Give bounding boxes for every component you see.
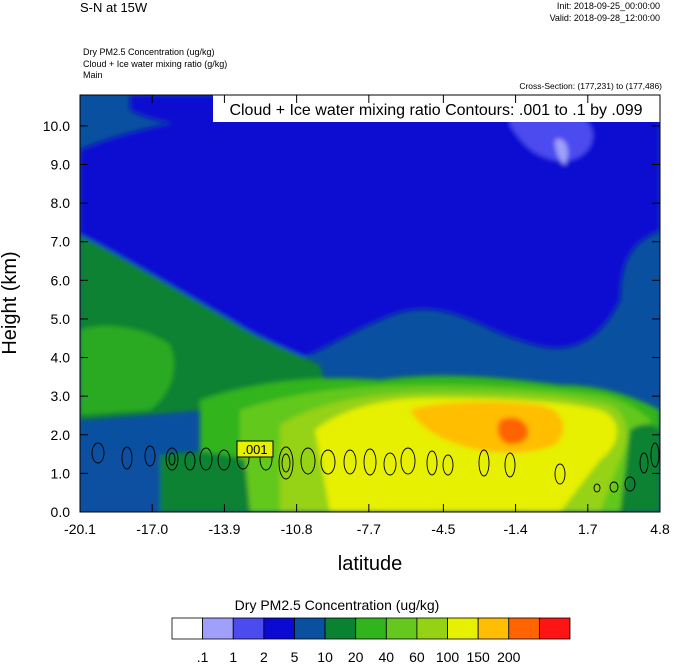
y-tick-label: 5.0 bbox=[51, 311, 71, 327]
colorbar-swatch bbox=[416, 617, 448, 640]
colorbar-label: 200 bbox=[497, 649, 521, 665]
x-tick-label: -10.8 bbox=[281, 521, 313, 537]
pm25-filled-contours bbox=[80, 95, 660, 512]
colorbar-swatch bbox=[508, 617, 540, 640]
x-tick-label: -17.0 bbox=[136, 521, 168, 537]
y-tick-label: 6.0 bbox=[51, 272, 71, 288]
y-tick-label: 1.0 bbox=[51, 465, 71, 481]
x-tick-label: -7.7 bbox=[357, 521, 381, 537]
colorbar-label: 20 bbox=[348, 649, 364, 665]
colorbar-swatch bbox=[171, 617, 204, 640]
colorbar-swatch bbox=[447, 617, 479, 640]
colorbar-label: 40 bbox=[379, 649, 395, 665]
y-tick-label: 7.0 bbox=[51, 234, 71, 250]
contour-info-box: Cloud + Ice water mixing ratio Contours:… bbox=[213, 95, 660, 122]
y-axis-label: Height (km) bbox=[0, 251, 21, 354]
colorbar-swatch bbox=[355, 617, 387, 640]
colorbar-title: Dry PM2.5 Concentration (ug/kg) bbox=[234, 597, 440, 613]
colorbar-label: 150 bbox=[466, 649, 490, 665]
field-name-main: Main bbox=[83, 70, 103, 80]
valid-time: Valid: 2018-09-28_12:00:00 bbox=[549, 13, 660, 23]
colorbar-swatch bbox=[263, 617, 295, 640]
plot-frame bbox=[79, 94, 661, 513]
x-axis-label: latitude bbox=[338, 553, 403, 575]
field-name-pm25: Dry PM2.5 Concentration (ug/kg) bbox=[83, 47, 215, 57]
colorbar-swatch bbox=[202, 617, 234, 640]
colorbar-swatch bbox=[294, 617, 326, 640]
init-time: Init: 2018-09-25_00:00:00 bbox=[556, 1, 660, 11]
y-tick-label: 0.0 bbox=[51, 504, 71, 520]
colorbar-swatch bbox=[538, 617, 571, 640]
colorbar-label: 2 bbox=[260, 649, 268, 665]
x-tick-label: -20.1 bbox=[64, 521, 96, 537]
colorbar-label: 5 bbox=[291, 649, 299, 665]
contour-label-text: .001 bbox=[242, 442, 267, 457]
cross-section-label: Cross-Section: (177,231) to (177,486) bbox=[519, 81, 662, 91]
colorbar-swatch bbox=[232, 617, 265, 640]
colorbar: .1 1 2 5 10 20 40 60 100 150 200 bbox=[171, 617, 571, 665]
contour-label: .001 bbox=[236, 440, 274, 458]
cloud-ice-contours bbox=[91, 442, 660, 493]
field-name-cloud-ice: Cloud + Ice water mixing ratio (g/kg) bbox=[83, 59, 228, 69]
y-tick-label: 10.0 bbox=[43, 118, 70, 134]
plot-title: S-N at 15W bbox=[80, 0, 148, 15]
x-tick-label: -13.9 bbox=[208, 521, 240, 537]
colorbar-label: 10 bbox=[317, 649, 333, 665]
colorbar-label: 60 bbox=[409, 649, 425, 665]
colorbar-swatch bbox=[385, 617, 418, 640]
x-tick-label: 1.7 bbox=[578, 521, 598, 537]
y-tick-label: 9.0 bbox=[51, 157, 71, 173]
colorbar-swatch bbox=[477, 617, 510, 640]
contour-info-text: Cloud + Ice water mixing ratio Contours:… bbox=[229, 102, 642, 119]
axes: -20.1 -17.0 -13.9 -10.8 -7.7 -4.5 -1.4 1.7 4.8 0.… bbox=[43, 95, 670, 537]
y-tick-label: 3.0 bbox=[51, 388, 71, 404]
colorbar-label: 100 bbox=[436, 649, 460, 665]
y-tick-label: 4.0 bbox=[51, 350, 71, 366]
y-tick-label: 8.0 bbox=[51, 195, 71, 211]
x-tick-label: -4.5 bbox=[431, 521, 455, 537]
colorbar-label: 1 bbox=[229, 649, 237, 665]
colorbar-swatch bbox=[324, 617, 357, 640]
x-tick-label: 4.8 bbox=[650, 521, 670, 537]
y-tick-label: 2.0 bbox=[51, 427, 71, 443]
colorbar-label: .1 bbox=[197, 649, 209, 665]
x-tick-label: -1.4 bbox=[504, 521, 528, 537]
